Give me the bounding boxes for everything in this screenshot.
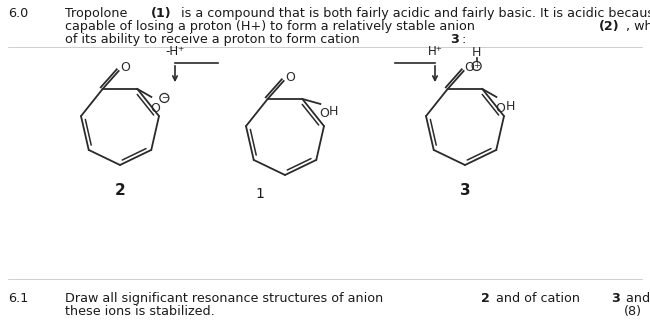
Text: 3: 3 <box>611 292 620 305</box>
Text: -H⁺: -H⁺ <box>165 45 185 58</box>
Text: O: O <box>465 61 474 75</box>
Text: (2): (2) <box>599 20 620 33</box>
Text: H: H <box>505 100 515 113</box>
Text: 6.0: 6.0 <box>8 7 28 20</box>
Text: , while it is basic because: , while it is basic because <box>626 20 650 33</box>
Text: H: H <box>328 105 338 118</box>
Text: O: O <box>121 61 131 75</box>
Text: of its ability to receive a proton to form cation: of its ability to receive a proton to fo… <box>65 33 364 46</box>
Text: and of cation: and of cation <box>492 292 584 305</box>
Text: 2: 2 <box>114 183 125 198</box>
Text: is a compound that is both fairly acidic and fairly basic. It is acidic because : is a compound that is both fairly acidic… <box>177 7 650 20</box>
Text: Tropolone: Tropolone <box>65 7 131 20</box>
Text: 6.1: 6.1 <box>8 292 28 305</box>
Text: O: O <box>285 72 296 84</box>
Text: these ions is stabilized.: these ions is stabilized. <box>65 305 214 318</box>
Text: :: : <box>462 33 466 46</box>
Text: +: + <box>473 61 480 71</box>
Text: and explain why each of: and explain why each of <box>623 292 650 305</box>
Text: O: O <box>495 102 505 115</box>
Text: O: O <box>150 102 161 115</box>
Text: 1: 1 <box>255 187 265 201</box>
Text: 3: 3 <box>450 33 460 46</box>
Text: (1): (1) <box>151 7 171 20</box>
Text: −: − <box>161 93 168 102</box>
Text: 3: 3 <box>460 183 471 198</box>
Text: 2: 2 <box>481 292 489 305</box>
Text: H: H <box>472 47 482 59</box>
Text: O: O <box>319 107 330 120</box>
Text: (8): (8) <box>624 305 642 318</box>
Text: Draw all significant resonance structures of anion: Draw all significant resonance structure… <box>65 292 387 305</box>
Text: H⁺: H⁺ <box>428 45 443 58</box>
Text: capable of losing a proton (H+) to form a relatively stable anion: capable of losing a proton (H+) to form … <box>65 20 479 33</box>
